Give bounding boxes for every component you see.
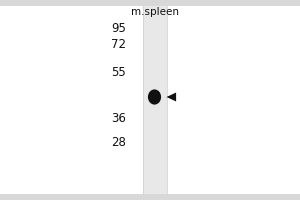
Ellipse shape: [148, 89, 161, 105]
Text: 55: 55: [111, 66, 126, 79]
Polygon shape: [167, 93, 176, 101]
Text: 72: 72: [111, 38, 126, 51]
Bar: [142, 6, 167, 194]
Text: 36: 36: [111, 112, 126, 126]
Text: m.spleen: m.spleen: [130, 7, 178, 17]
Text: 95: 95: [111, 22, 126, 36]
Text: 28: 28: [111, 137, 126, 150]
